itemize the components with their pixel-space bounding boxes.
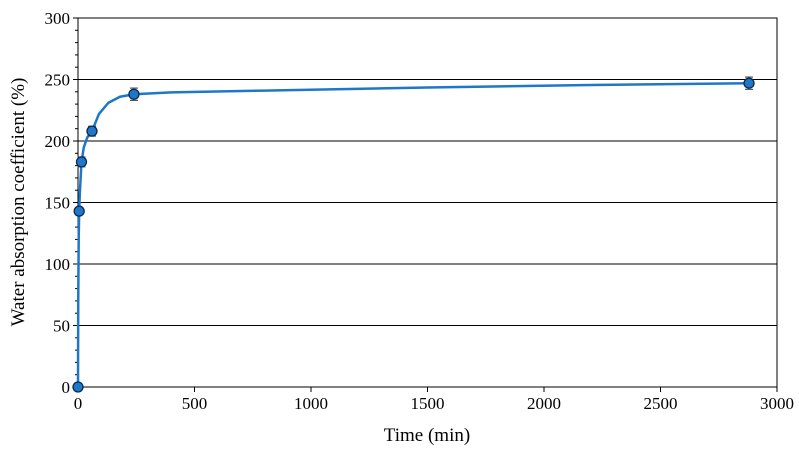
- x-tick-label: 2500: [644, 394, 678, 413]
- x-axis: 0 500 1000 1500 2000 2500 3000: [74, 387, 794, 413]
- x-tick-label: 2000: [527, 394, 561, 413]
- y-tick-label: 100: [45, 255, 71, 274]
- data-point: [75, 156, 88, 168]
- x-tick-label: 1000: [294, 394, 328, 413]
- fit-curve: [76, 81, 750, 388]
- x-tick-label: 1500: [411, 394, 445, 413]
- x-tick-label: 0: [74, 394, 83, 413]
- data-point: [73, 205, 85, 217]
- data-point: [743, 77, 755, 89]
- data-point: [128, 88, 140, 100]
- y-axis: 0 50 100 150 200 250 300: [45, 9, 78, 397]
- y-tick-label: 150: [45, 194, 71, 213]
- y-tick-label: 300: [45, 9, 71, 28]
- data-point: [86, 125, 98, 137]
- x-axis-label: Time (min): [384, 425, 470, 446]
- data-points: [72, 77, 755, 393]
- x-tick-label: 500: [182, 394, 208, 413]
- y-tick-label: 50: [53, 317, 70, 336]
- grid-lines: [78, 79, 777, 326]
- data-point: [72, 381, 84, 393]
- error-bars: [75, 76, 754, 215]
- y-tick-label: 250: [45, 71, 71, 90]
- y-axis-label: Water absorption coefficient (%): [8, 78, 29, 327]
- fit-curve-line: [76, 81, 750, 388]
- y-tick-label: 0: [62, 378, 71, 397]
- y-tick-label: 200: [45, 132, 71, 151]
- x-tick-label: 3000: [760, 394, 794, 413]
